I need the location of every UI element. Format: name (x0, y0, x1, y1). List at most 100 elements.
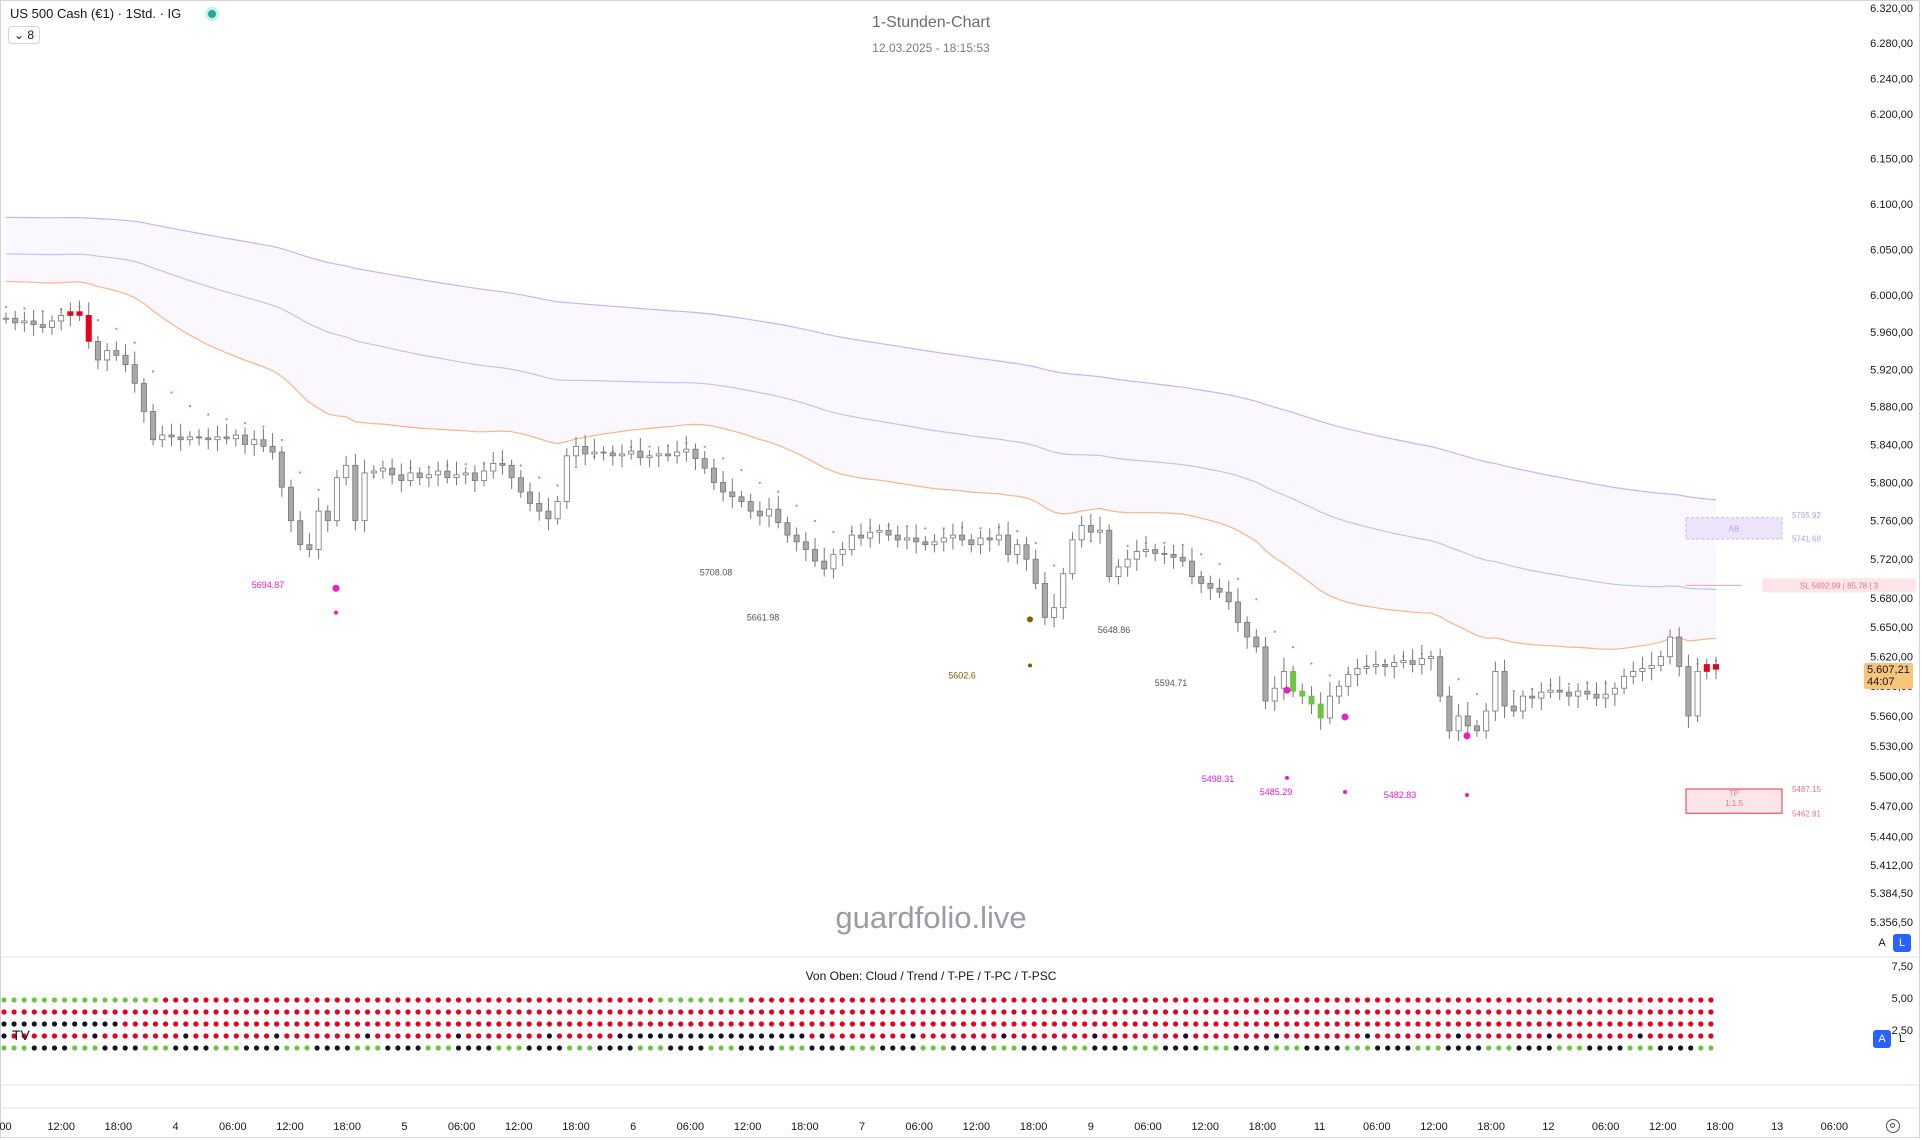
indicator-dot (1455, 1021, 1461, 1027)
indicator-dot (607, 1045, 613, 1051)
indicator-dot (1627, 1045, 1633, 1051)
collapse-indicators-button[interactable]: ⌄ 8 (8, 26, 41, 44)
candle-body (1234, 601, 1241, 623)
indicator-dot (445, 1021, 451, 1027)
candle-body (1188, 560, 1195, 578)
indicator-dot (62, 997, 68, 1003)
indicator-dot (1607, 1009, 1613, 1015)
indicator-dot (82, 1033, 88, 1039)
indicator-dot (223, 1033, 229, 1039)
candle-body (959, 534, 966, 541)
indicator-dot (425, 1033, 431, 1039)
indicator-dot (1243, 1021, 1249, 1027)
indicator-dot (1132, 1045, 1138, 1051)
indicator-dot (1263, 1033, 1270, 1039)
indicator-dot (839, 997, 845, 1003)
indicator-dot (274, 1045, 280, 1051)
candle-body (1244, 621, 1251, 638)
indicator-dot (1395, 1021, 1401, 1027)
indicator-dot (62, 1009, 68, 1015)
indicator-dot (779, 997, 785, 1003)
indicator-dot (1678, 1045, 1684, 1051)
indicator-dot (698, 997, 704, 1003)
indicator-dot (849, 1021, 856, 1027)
candle-body (1538, 691, 1545, 699)
indicator-dot (21, 1045, 27, 1051)
log-scale-button[interactable]: L (1893, 934, 1911, 952)
indicator-dot (890, 1045, 896, 1051)
indicator-dot (405, 1045, 411, 1051)
indicator-dot (1263, 1009, 1270, 1015)
indicator-dot (597, 1045, 603, 1051)
indicator-dot (1476, 1009, 1482, 1015)
candle-body (517, 477, 524, 493)
symbol-title[interactable]: US 500 Cash (€1) · 1Std. · IG (10, 6, 182, 21)
indicator-dot (193, 1009, 199, 1015)
indicator-dot (203, 1045, 209, 1051)
settings-icon[interactable] (1886, 1119, 1900, 1133)
indicator-dot (1183, 1021, 1189, 1027)
risk-reward-label: 1:1.5 (1725, 799, 1743, 808)
indicator-dot (1506, 1021, 1512, 1027)
indicator-dot (1092, 1045, 1098, 1051)
candle-body (324, 510, 331, 522)
indicator-dot (617, 1033, 623, 1039)
indicator-dot (971, 1009, 977, 1015)
indicator-dot (1051, 1009, 1057, 1015)
indicator-dot (1162, 1045, 1169, 1051)
indicator-dot (829, 1045, 835, 1051)
candle-body (1382, 664, 1389, 667)
candle-body (177, 436, 184, 441)
indicator-dot (395, 1045, 401, 1051)
indicator-dot (1233, 997, 1239, 1003)
time-tick-label: 18:00 (333, 1121, 361, 1133)
time-tick-label: 18:00 (562, 1121, 590, 1133)
trailing-stop-dot (280, 438, 283, 442)
indicator-dot (1142, 997, 1148, 1003)
indicator-auto-scale-button[interactable]: A (1873, 1030, 1891, 1048)
indicator-dot (1324, 1045, 1330, 1051)
indicator-dot (1031, 1045, 1037, 1051)
indicator-dot (354, 1009, 361, 1015)
indicator-log-scale-button[interactable]: L (1898, 1033, 1906, 1045)
indicator-dot (1637, 1021, 1643, 1027)
indicator-dot (536, 1033, 542, 1039)
indicator-dot (597, 997, 603, 1003)
indicator-dot (1587, 1045, 1593, 1051)
candle-body (297, 520, 304, 546)
indicator-dot (1082, 1033, 1088, 1039)
indicator-dot (213, 1021, 219, 1027)
indicator-dot (1375, 1045, 1381, 1051)
indicator-dot (880, 1021, 886, 1027)
auto-scale-button[interactable]: A (1878, 937, 1886, 949)
indicator-dot (1617, 997, 1623, 1003)
indicator-dot (1253, 1021, 1259, 1027)
signal-dot (1027, 616, 1033, 623)
indicator-dot (627, 1009, 633, 1015)
indicator-dot (627, 997, 633, 1003)
candle-body (1023, 544, 1030, 560)
candle-body (949, 534, 956, 539)
indicator-dot (1021, 1033, 1027, 1039)
indicator-dot (1435, 1009, 1441, 1015)
indicator-dot (1203, 1009, 1209, 1015)
candle-body (481, 470, 488, 481)
indicator-dot (1597, 1021, 1603, 1027)
indicator-dot (1566, 1021, 1573, 1027)
indicator-dot (627, 1033, 633, 1039)
indicator-dot (1233, 1033, 1239, 1039)
indicator-dot (950, 1021, 957, 1027)
indicator-dot (1041, 997, 1047, 1003)
indicator-dot (738, 997, 744, 1003)
indicator-dot (1395, 997, 1401, 1003)
indicator-dot (1698, 997, 1704, 1003)
candle-body (1703, 664, 1710, 672)
indicator-dot (728, 1045, 734, 1051)
indicator-dot (334, 1009, 340, 1015)
tradingview-logo: TV (12, 1027, 31, 1043)
indicator-dot (31, 997, 37, 1003)
candle-body (701, 458, 708, 469)
indicator-dot (688, 1021, 694, 1027)
indicator-dot (880, 1009, 886, 1015)
